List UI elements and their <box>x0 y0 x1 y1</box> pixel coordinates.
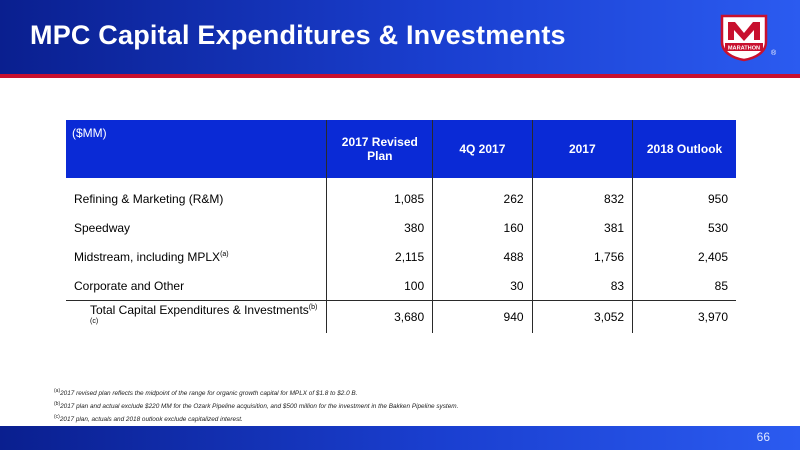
cell-value: 262 <box>433 178 532 213</box>
row-label: Corporate and Other <box>66 271 327 301</box>
col-header: 2017 Revised Plan <box>327 120 433 178</box>
capex-table: ($MM) 2017 Revised Plan 4Q 2017 2017 201… <box>66 120 736 333</box>
col-header: 2017 <box>532 120 633 178</box>
page-number: 66 <box>757 430 770 444</box>
cell-value: 100 <box>327 271 433 301</box>
footnote: (b)2017 plan and actual exclude $220 MM … <box>54 399 754 412</box>
total-value: 940 <box>433 301 532 334</box>
cell-value: 381 <box>532 213 633 242</box>
footnote-text: 2017 plan, actuals and 2018 outlook excl… <box>60 416 243 423</box>
total-value: 3,680 <box>327 301 433 334</box>
footer-band: 66 <box>0 426 800 450</box>
table-row: Corporate and Other 100 30 83 85 <box>66 271 736 301</box>
cell-value: 1,085 <box>327 178 433 213</box>
row-label: Refining & Marketing (R&M) <box>66 178 327 213</box>
cell-value: 530 <box>633 213 736 242</box>
row-label: Speedway <box>66 213 327 242</box>
footnote: (c)2017 plan, actuals and 2018 outlook e… <box>54 412 754 425</box>
table-header-row: ($MM) 2017 Revised Plan 4Q 2017 2017 201… <box>66 120 736 178</box>
footnote-ref: (a) <box>220 251 229 258</box>
row-label: Midstream, including MPLX(a) <box>66 242 327 271</box>
col-header: 2018 Outlook <box>633 120 736 178</box>
cell-value: 85 <box>633 271 736 301</box>
registered-mark: ® <box>771 50 776 57</box>
footnote-text: 2017 plan and actual exclude $220 MM for… <box>60 403 458 410</box>
total-row: Total Capital Expenditures & Investments… <box>66 301 736 334</box>
logo-wordmark: MARATHON <box>728 46 760 52</box>
footnote: (a)2017 revised plan reflects the midpoi… <box>54 386 754 399</box>
total-label-text: Total Capital Expenditures & Investments <box>90 303 309 317</box>
page-title: MPC Capital Expenditures & Investments <box>30 20 566 51</box>
cell-value: 30 <box>433 271 532 301</box>
cell-value: 2,405 <box>633 242 736 271</box>
header-stripe <box>0 74 800 78</box>
table-row: Midstream, including MPLX(a) 2,115 488 1… <box>66 242 736 271</box>
unit-label: ($MM) <box>66 120 327 178</box>
cell-value: 1,756 <box>532 242 633 271</box>
col-header: 4Q 2017 <box>433 120 532 178</box>
table-row: Speedway 380 160 381 530 <box>66 213 736 242</box>
cell-value: 83 <box>532 271 633 301</box>
total-label: Total Capital Expenditures & Investments… <box>66 301 327 334</box>
cell-value: 488 <box>433 242 532 271</box>
cell-value: 950 <box>633 178 736 213</box>
cell-value: 832 <box>532 178 633 213</box>
footnotes: (a)2017 revised plan reflects the midpoi… <box>54 386 754 425</box>
cell-value: 2,115 <box>327 242 433 271</box>
total-value: 3,970 <box>633 301 736 334</box>
table-row: Refining & Marketing (R&M) 1,085 262 832… <box>66 178 736 213</box>
footnote-text: 2017 revised plan reflects the midpoint … <box>60 390 357 397</box>
cell-value: 380 <box>327 213 433 242</box>
row-label-text: Midstream, including MPLX <box>74 250 220 264</box>
marathon-logo: MARATHON <box>716 12 772 62</box>
cell-value: 160 <box>433 213 532 242</box>
header-band: MPC Capital Expenditures & Investments M… <box>0 0 800 74</box>
total-value: 3,052 <box>532 301 633 334</box>
